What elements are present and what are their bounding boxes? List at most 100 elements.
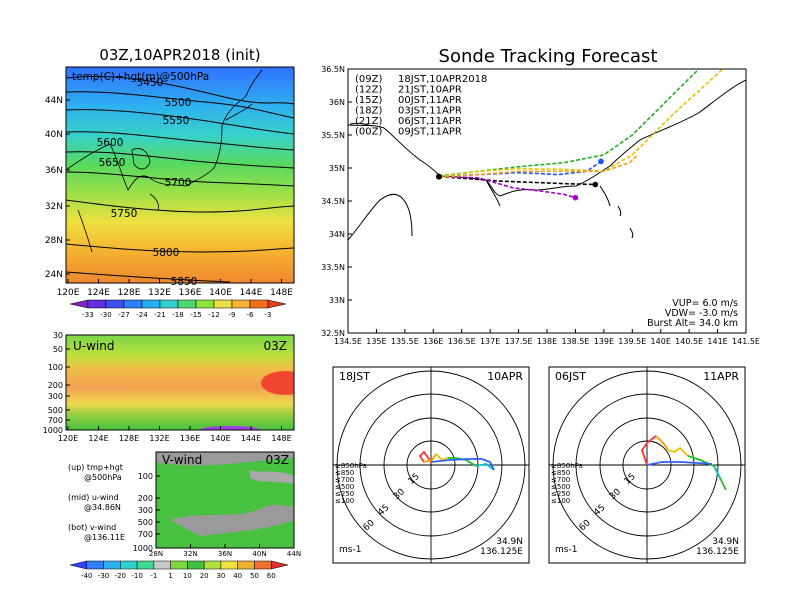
lat-tick-label: 40N (252, 550, 266, 558)
left-title: 03Z,10APR2018 (init) (99, 46, 260, 64)
pressure-tick-label: 100 (138, 472, 153, 481)
coast-china-south (77, 209, 93, 253)
lat-tick-label: 34N (329, 230, 345, 239)
lat-tick-label: 36N (218, 550, 232, 558)
pressure-tick-label: 200 (48, 381, 63, 390)
hodograph-lat: 34.9N (496, 537, 523, 547)
level-legend: ≤850 (551, 469, 570, 477)
pressure-tick-label: 300 (48, 392, 63, 401)
level-legend: ≥850hPa (551, 462, 583, 470)
note-bot-2: @136.11E (84, 533, 125, 542)
contour-label: 5550 (163, 115, 190, 127)
pressure-tick-label: 1000 (43, 426, 63, 435)
contour-5700 (66, 171, 294, 187)
wind-colorbar: -40 -30 -20 -10 -1 1 10 20 30 40 50 60 (69, 560, 289, 580)
colorbar-label: 50 (250, 572, 259, 580)
top-map-label: temp(C)+hgt(m)@500hPa (72, 71, 209, 83)
colorbar-label: -9 (229, 311, 236, 319)
lon-tick-label: 140E (651, 337, 671, 346)
lon-tick-label: 148E (270, 288, 293, 298)
colorbar-cell (123, 299, 143, 309)
track-param: VDW= -3.0 m/s (665, 308, 738, 319)
colorbar-label: 30 (216, 572, 225, 580)
colorbar-label: -1 (150, 572, 157, 580)
hodograph-curve-5 (430, 458, 495, 471)
legend-time: 21JST,10APR (398, 85, 462, 96)
contour-label: 5600 (97, 137, 124, 149)
lon-tick-label: 148E (271, 434, 291, 443)
lat-tick-label: 33.5N (321, 263, 345, 272)
uwind-field (66, 335, 294, 430)
lon-tick-label: 140E (210, 434, 230, 443)
contour-label: 5700 (165, 177, 192, 189)
contour-label: 5650 (99, 157, 126, 169)
colorbar-label: -27 (118, 311, 129, 319)
colorbar-cell (177, 299, 197, 309)
level-legend: ≥850hPa (335, 462, 367, 470)
lat-tick-label: 28N (149, 550, 163, 558)
lon-tick-label: 140E (209, 288, 232, 298)
lon-tick-label: 135.5E (391, 337, 419, 346)
lat-tick-label: 32N (183, 550, 197, 558)
lon-tick-label: 132E (148, 288, 171, 298)
colorbar-cell (86, 560, 104, 570)
sonde-tracks (435, 69, 724, 201)
lat-tick-label: 35N (329, 164, 345, 173)
colorbar-cell (237, 560, 255, 570)
legend-run: (15Z) (355, 95, 382, 106)
pressure-tick-label: 500 (48, 406, 63, 415)
colorbar-cell (159, 299, 179, 309)
pressure-tick-label: 700 (138, 530, 153, 539)
lon-tick-label: 128E (118, 288, 141, 298)
track-param: VUP= 6.0 m/s (672, 298, 738, 309)
lat-tick-label: 33N (329, 296, 345, 305)
lon-tick-label: 139E (594, 337, 614, 346)
lon-tick-label: 136E (180, 434, 200, 443)
lon-tick-label: 137.5E (505, 337, 533, 346)
lat-tick-label: 24N (45, 270, 63, 280)
colorbar-label: -18 (172, 311, 183, 319)
uwind-features (200, 371, 294, 430)
track-param: Burst Alt= 34.0 km (647, 318, 738, 329)
hodograph-time: 18JST (339, 370, 370, 383)
pressure-tick-label: 700 (48, 416, 63, 425)
legend-time: 03JST,11APR (398, 106, 462, 117)
colorbar-label: -33 (82, 311, 93, 319)
hodograph-time: 06JST (555, 370, 586, 383)
note-mid-2: @34.86N (84, 503, 121, 512)
colorbar-cell (105, 299, 125, 309)
colorbar-cell (254, 560, 272, 570)
level-legend: ≤500 (335, 483, 354, 491)
lat-tick-label: 40N (45, 130, 63, 140)
coast-hokkaido (225, 103, 253, 121)
coast-northwest (349, 122, 373, 127)
legend-run: (12Z) (355, 85, 382, 96)
hodograph-curve-0 (640, 435, 657, 466)
vwind-gray-mid (170, 504, 294, 536)
track-map: (09Z) 18JST,10APR2018 (12Z) 21JST,10APR (15Z… (321, 65, 760, 346)
level-legend: ≤100 (335, 497, 354, 505)
lon-tick-label: 138E (537, 337, 557, 346)
uwind-jet-max (261, 371, 294, 395)
colorbar-label: -6 (247, 311, 255, 319)
colorbar-cell (195, 299, 215, 309)
contour-5450 (66, 75, 294, 105)
colorbar-cell (69, 299, 89, 309)
colorbar-label: -12 (208, 311, 219, 319)
lat-tick-label: 34.5N (321, 197, 345, 206)
track-end-marker-2 (598, 158, 604, 165)
pressure-tick-label: 30 (53, 331, 63, 340)
hodograph-date: 11APR (703, 370, 739, 383)
lat-tick-label: 28N (45, 236, 63, 246)
contour-label: 5850 (171, 276, 198, 288)
lon-tick-label: 124E (87, 288, 110, 298)
panel-notes: (up) tmp+hgt @500hPa (mid) u-wind @34.86… (68, 463, 125, 542)
colorbar-label: 40 (233, 572, 242, 580)
lat-tick-label: 32N (45, 202, 63, 212)
level-legend: ≤250 (551, 490, 570, 498)
